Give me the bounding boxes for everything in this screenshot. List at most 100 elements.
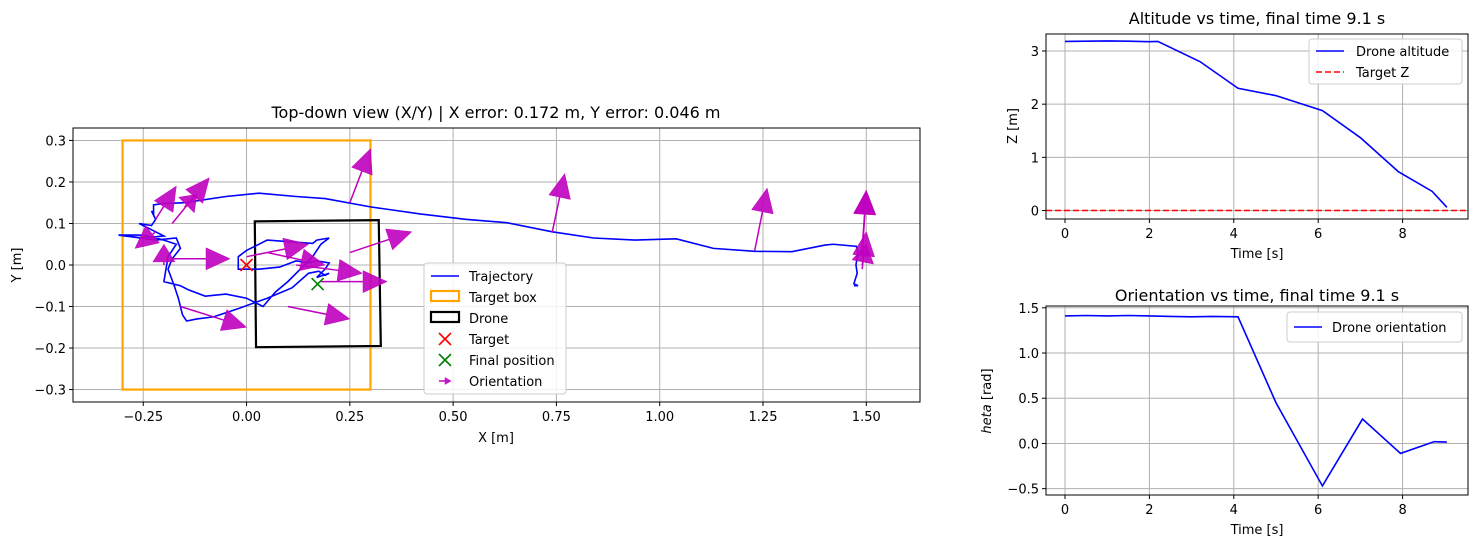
topdown-x-tick-label: −0.25: [123, 410, 163, 425]
legend-target-label: Target: [468, 333, 509, 348]
legend-final-x: [438, 353, 452, 367]
orientation-arrow-head: [282, 237, 310, 261]
altitude-frame: [1045, 33, 1469, 220]
altitude-y-ticks: 0 1 2 3: [1031, 45, 1046, 219]
legend-target-box-swatch: [429, 289, 461, 303]
altitude-xlabel: Time [s]: [1230, 247, 1284, 262]
altitude-x-tick-label: 2: [1145, 227, 1153, 242]
altitude-y-tick-label: 1: [1031, 151, 1039, 166]
orientation-arrow: [296, 258, 363, 282]
orientation-legend: Drone orientation: [1286, 311, 1463, 343]
topdown-xlabel: X [m]: [478, 431, 514, 446]
legend-target-box-label: Target box: [468, 291, 537, 306]
orientation-arrow-head: [323, 303, 351, 326]
topdown-y-tick-label: −0.3: [34, 384, 66, 399]
target-x-mark-stroke: [239, 258, 254, 272]
topdown-ylabel: Y [m]: [10, 248, 25, 284]
topdown-legend: Trajectory Target box Drone Target Final…: [423, 262, 567, 395]
altitude-title: Altitude vs time, final time 9.1 s: [1129, 9, 1385, 28]
topdown-x-tick-label: 1.50: [852, 410, 881, 425]
topdown-chart: Top-down view (X/Y) | X error: 0.172 m, …: [10, 103, 921, 446]
orientation-title: Orientation vs time, final time 9.1 s: [1115, 286, 1399, 305]
orientation-arrow-head: [385, 228, 413, 251]
orientation-arrow: [246, 237, 310, 261]
orientation-arrow-shaft: [349, 238, 390, 254]
legend-orientation-label: Orientation: [469, 375, 542, 390]
final-x-mark-stroke: [311, 277, 325, 291]
topdown-x-tick-label: 1.25: [749, 410, 778, 425]
legend-final-label: Final position: [469, 354, 555, 369]
topdown-y-tick-label: −0.2: [34, 342, 66, 357]
orientation-arrow-shaft: [152, 231, 157, 235]
orientation-x-tick-label: 4: [1230, 503, 1238, 518]
orientation-arrow: [287, 303, 351, 326]
altitude-y-tick-label: 2: [1031, 98, 1039, 113]
orientation-arrow: [320, 270, 388, 293]
orientation-arrow-shaft: [180, 305, 224, 321]
legend-final-x-stroke: [438, 353, 452, 367]
orientation-arrow-shaft: [296, 264, 339, 272]
target-box: [121, 139, 372, 391]
orientation-arrow-shaft: [349, 170, 363, 203]
orientation-y-tick-label: 1.5: [1018, 302, 1039, 317]
orientation-line: [1064, 314, 1447, 488]
legend-target-swatch: [438, 332, 452, 346]
orientation-grid: [1046, 306, 1468, 495]
topdown-x-tick-label: 0.25: [335, 410, 364, 425]
orientation-arrow-shaft: [184, 204, 187, 208]
topdown-x-tick-label: 0.75: [542, 410, 571, 425]
final-position-marker: [311, 277, 325, 291]
topdown-y-tick-label: 0.0: [45, 259, 66, 274]
orientation-ylabel-symbol: heta: [980, 404, 995, 433]
orientation-y-tick-label: 0.5: [1018, 392, 1039, 407]
target-x-mark: [239, 258, 254, 272]
orientation-arrow: [180, 305, 248, 331]
drone-footprint: [253, 219, 382, 349]
orientation-arrow-head: [134, 225, 160, 249]
orientation-arrow-head: [205, 247, 231, 271]
orientation-legend-box: [1286, 311, 1463, 343]
orientation-arrow-head: [548, 173, 571, 200]
orientation-arrow-shaft: [287, 305, 327, 315]
legend-drone-swatch: [429, 310, 461, 324]
orientation-arrow-shaft: [753, 211, 764, 251]
topdown-title: Top-down view (X/Y) | X error: 0.172 m, …: [270, 103, 720, 122]
altitude-line: [1064, 40, 1448, 208]
orientation-ylabel: heta [rad]: [980, 368, 995, 433]
topdown-y-ticks: −0.3 −0.2 −0.1 0.0 0.1 0.2 0.3: [34, 134, 73, 399]
legend-target-x-stroke: [438, 332, 452, 346]
legend-final-swatch: [438, 353, 452, 367]
orientation-y-tick-label: −0.5: [1007, 483, 1039, 498]
altitude-x-tick-label: 8: [1398, 227, 1406, 242]
final-x-mark: [311, 277, 325, 291]
orientation-arrow-head: [362, 270, 388, 293]
orientation-arrow-head: [152, 243, 176, 263]
orientation-chart: Orientation vs time, final time 9.1 s 0 2…: [980, 286, 1469, 538]
orientation-frame: [1045, 305, 1469, 496]
altitude-x-tick-label: 6: [1314, 227, 1322, 242]
legend-altitude-label: Drone altitude: [1356, 45, 1449, 60]
topdown-x-tick-label: 0.00: [232, 410, 261, 425]
trajectory-line: [118, 192, 859, 322]
orientation-arrow-head: [336, 258, 363, 282]
topdown-x-tick-label: 0.50: [439, 410, 468, 425]
orientation-arrow: [349, 148, 373, 203]
topdown-y-tick-label: 0.1: [45, 217, 66, 232]
orientation-arrow: [178, 194, 198, 214]
altitude-x-ticks: 0 2 4 6 8: [1061, 219, 1407, 242]
legend-orientation-line-label: Drone orientation: [1332, 321, 1447, 336]
orientation-arrow-shaft: [861, 261, 864, 266]
orientation-arrow-shaft: [154, 206, 165, 220]
orientation-arrow: [349, 228, 413, 254]
altitude-x-tick-label: 4: [1230, 227, 1238, 242]
orientation-arrow-head: [298, 248, 326, 272]
legend-target-x: [438, 332, 452, 346]
orientation-x-tick-label: 2: [1145, 503, 1153, 518]
orientation-x-ticks: 0 2 4 6 8: [1061, 495, 1407, 518]
orientation-arrow-head: [178, 194, 198, 214]
orientation-arrow-head: [851, 243, 874, 265]
orientation-arrows: [134, 148, 877, 331]
orientation-y-tick-label: 1.0: [1018, 347, 1039, 362]
legend-drone-label: Drone: [469, 312, 508, 327]
altitude-legend-box: [1308, 38, 1463, 85]
